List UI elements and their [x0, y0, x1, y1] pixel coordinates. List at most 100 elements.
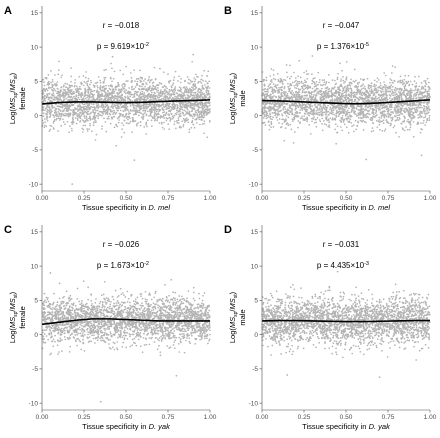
data-point — [284, 127, 287, 129]
data-point — [161, 126, 164, 129]
data-point — [57, 91, 60, 94]
data-point — [50, 81, 52, 84]
data-point — [96, 84, 99, 87]
data-point — [338, 104, 340, 107]
data-point — [319, 93, 322, 96]
data-point — [124, 92, 127, 95]
data-point — [62, 96, 65, 99]
data-point — [79, 115, 82, 118]
outlier-point — [111, 55, 114, 58]
data-point — [353, 68, 356, 71]
data-point — [174, 95, 176, 98]
data-point — [72, 113, 75, 116]
data-point — [267, 120, 270, 123]
data-point — [379, 105, 382, 107]
data-point — [373, 92, 375, 94]
data-point — [169, 117, 172, 119]
data-point — [263, 115, 266, 118]
data-point — [165, 86, 167, 88]
data-point — [343, 108, 346, 111]
data-point — [286, 71, 288, 74]
data-point — [194, 96, 197, 99]
data-point — [276, 105, 278, 108]
data-point — [107, 96, 109, 98]
data-point — [295, 79, 297, 82]
data-point — [122, 110, 125, 113]
data-point — [273, 89, 276, 92]
data-point — [293, 84, 296, 87]
data-point — [136, 124, 138, 127]
data-point — [306, 116, 309, 119]
data-point — [108, 117, 110, 120]
data-point — [82, 109, 85, 111]
panel-label: A — [4, 5, 12, 17]
data-point — [268, 87, 271, 89]
data-point — [393, 89, 396, 91]
data-point — [142, 87, 145, 90]
data-point — [85, 111, 88, 114]
data-point — [58, 98, 60, 100]
data-point — [263, 105, 266, 108]
data-point — [394, 119, 397, 122]
data-point — [111, 92, 114, 95]
data-point — [374, 116, 376, 118]
data-point — [124, 106, 126, 108]
data-point — [346, 84, 349, 87]
data-point — [424, 81, 427, 84]
data-point — [311, 82, 313, 85]
data-point — [173, 114, 176, 117]
data-point — [344, 97, 347, 100]
data-point — [105, 84, 107, 87]
data-point — [68, 84, 71, 86]
data-point — [307, 86, 310, 88]
data-point — [93, 89, 96, 92]
data-point — [103, 117, 105, 120]
data-point — [304, 94, 307, 97]
data-point — [84, 97, 87, 100]
data-point — [127, 118, 129, 121]
data-point — [138, 107, 141, 109]
data-point — [90, 81, 92, 84]
data-point — [194, 83, 197, 86]
data-point — [331, 98, 334, 101]
data-point — [368, 94, 370, 97]
data-point — [381, 120, 384, 123]
data-point — [272, 69, 275, 72]
data-point — [401, 105, 404, 108]
data-point — [404, 74, 407, 77]
data-point — [126, 115, 129, 118]
data-point — [154, 87, 156, 90]
data-point — [93, 106, 95, 108]
data-point — [198, 118, 201, 121]
data-point — [122, 83, 125, 85]
data-point — [109, 88, 112, 91]
data-point — [359, 116, 362, 119]
data-point — [314, 94, 317, 96]
data-point — [400, 96, 403, 98]
data-point — [191, 121, 193, 124]
data-point — [144, 85, 146, 88]
data-point — [156, 113, 158, 116]
y-axis-sex-label: female — [18, 87, 27, 110]
data-point — [83, 115, 85, 117]
data-point — [200, 89, 202, 92]
data-point — [280, 88, 283, 91]
data-point — [191, 108, 194, 110]
data-point — [91, 90, 94, 93]
data-point — [81, 119, 84, 121]
data-point — [359, 78, 362, 80]
data-point — [314, 104, 316, 107]
data-point — [111, 116, 114, 119]
data-point — [173, 106, 175, 109]
data-point — [145, 133, 147, 135]
data-point — [119, 69, 122, 72]
data-point — [390, 116, 392, 119]
data-point — [269, 115, 272, 118]
data-point — [67, 109, 70, 112]
data-point — [326, 86, 329, 89]
data-point — [48, 105, 51, 108]
data-point — [281, 86, 284, 88]
data-point — [123, 131, 126, 134]
data-point — [95, 104, 98, 107]
data-point — [316, 117, 319, 119]
